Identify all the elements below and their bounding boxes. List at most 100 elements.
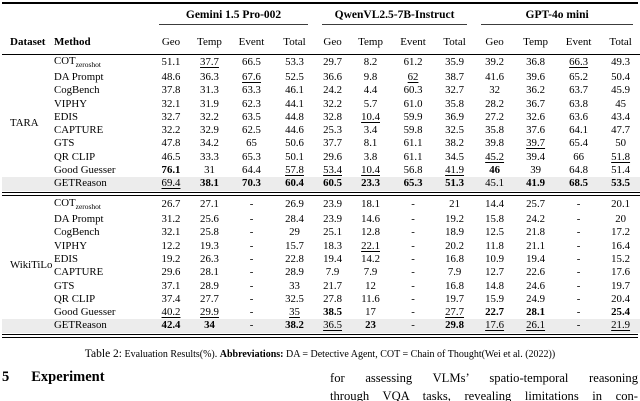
value-cell: 3.4 xyxy=(363,124,378,137)
value-cell: - xyxy=(249,292,254,305)
table-row: CAPTURE 29.6 28.1 - 28.9 7.9 7.9 - 7.9 12.7 22.6 - 1… xyxy=(2,266,640,279)
dataset-cell xyxy=(2,197,54,213)
method-subscript: zeroshot xyxy=(75,201,102,211)
value-cell: 63.5 xyxy=(242,110,261,123)
value-cell: 38.1 xyxy=(190,177,229,191)
value-cell: 49.3 xyxy=(611,56,631,69)
value-cell: 19.2 xyxy=(161,252,181,265)
dataset-cell xyxy=(2,226,54,239)
value-cell: 11.6 xyxy=(361,292,380,305)
value-cell: - xyxy=(249,252,254,265)
value-cell: 44.8 xyxy=(285,110,304,123)
table-row: Good Guesser 40.2 29.9 - 35 38.5 17 - 27.7 22.7 28… xyxy=(2,306,640,319)
metric-column-header: Geo xyxy=(474,30,516,55)
value-cell: 22.7 xyxy=(485,306,505,319)
value-cell: - xyxy=(411,252,415,265)
dataset-column-header: Dataset xyxy=(2,30,54,55)
value-cell: 33.3 xyxy=(200,150,219,163)
value-cell: 24.9 xyxy=(526,292,546,305)
value-cell: - xyxy=(576,266,581,279)
value-cell: 44.1 xyxy=(285,97,304,110)
value-cell: 22.8 xyxy=(285,252,304,265)
value-cell: 29.6 xyxy=(323,150,342,163)
table-row: QR CLIP 37.4 27.7 - 32.5 27.8 11.6 - 19.7 15.9 24.… xyxy=(2,293,640,306)
value-cell: 51.3 xyxy=(435,177,475,191)
value-cell: 32.9 xyxy=(200,124,219,137)
method-cell: COTzeroshot xyxy=(54,54,102,69)
value-cell: 29.9 xyxy=(200,306,219,319)
table-row: GETReason 69.4 38.1 70.3 60.4 60.5 23.3 65.3 51.… xyxy=(2,177,640,191)
value-cell: 48.6 xyxy=(161,70,181,83)
value-cell: 47.7 xyxy=(611,124,631,137)
value-cell: 20.2 xyxy=(445,239,465,252)
value-cell: - xyxy=(249,279,254,292)
value-cell: - xyxy=(249,239,254,252)
method-cell: DA Prompt xyxy=(54,213,104,226)
dataset-cell xyxy=(2,137,54,150)
metric-column-header: Event xyxy=(391,30,436,55)
method-cell: QR CLIP xyxy=(54,292,96,305)
table-row: GTS 47.8 34.2 65 50.6 37.7 8.1 61.1 38.2 39.8 39.7… xyxy=(2,137,640,150)
value-cell: 50.1 xyxy=(285,150,304,163)
value-cell: 53.5 xyxy=(601,177,640,191)
value-cell: - xyxy=(411,306,415,319)
value-cell: 50 xyxy=(615,137,626,150)
value-cell: 45.9 xyxy=(611,84,631,97)
value-cell: 61.1 xyxy=(403,150,423,163)
value-cell: - xyxy=(411,213,415,226)
value-cell: 21.7 xyxy=(323,279,342,292)
value-cell: 21.9 xyxy=(601,319,640,333)
value-cell: - xyxy=(411,266,415,279)
value-cell: 25.3 xyxy=(323,124,342,137)
dataset-cell xyxy=(2,54,54,71)
dataset-label: WikiTiLo xyxy=(10,258,53,271)
value-cell: 38.2 xyxy=(274,319,316,333)
metric-column-header: Event xyxy=(556,30,602,55)
value-cell: 7.9 xyxy=(447,266,462,279)
value-cell: - xyxy=(411,279,415,292)
right-column-line-2: through VQA tasks, revealing limitations… xyxy=(330,388,638,401)
value-cell: - xyxy=(411,226,415,239)
value-cell: - xyxy=(576,198,581,211)
value-cell: 36.5 xyxy=(315,319,351,333)
dataset-cell xyxy=(2,293,54,306)
value-cell: 14.4 xyxy=(485,198,505,211)
value-cell: 28.2 xyxy=(485,97,505,110)
value-cell: 32.5 xyxy=(445,124,465,137)
method-cell: DA Prompt xyxy=(54,70,104,83)
evaluation-results-table: Gemini 1.5 Pro-002 QwenVL2.5-7B-Instruct… xyxy=(2,4,640,333)
value-cell: 61.2 xyxy=(403,56,423,69)
value-cell: 46.1 xyxy=(285,84,304,97)
dataset-cell xyxy=(2,213,54,226)
value-cell: 66.5 xyxy=(242,56,261,69)
value-cell: 34 xyxy=(190,319,229,333)
dataset-cell xyxy=(2,240,54,253)
value-cell: - xyxy=(249,198,254,211)
value-cell: 16.8 xyxy=(445,252,465,265)
metric-column-header: Geo xyxy=(315,30,351,55)
table-row: GETReason 42.4 34-38.2 36.5 23-29.8 17.6 26.1-… xyxy=(2,319,640,333)
value-cell: 32 xyxy=(489,84,500,97)
value-cell: 17.6 xyxy=(474,319,516,333)
metric-column-header: Geo xyxy=(152,30,190,55)
value-cell: 65.2 xyxy=(569,70,589,83)
value-cell: 37.8 xyxy=(161,84,181,97)
method-cell: CogBench xyxy=(54,84,100,97)
value-cell: 18.1 xyxy=(361,198,380,211)
value-cell: 7.9 xyxy=(325,266,340,279)
value-cell: 47.8 xyxy=(161,137,181,150)
value-cell: 26.3 xyxy=(200,252,219,265)
value-cell: 65 xyxy=(246,137,257,150)
metric-column-header: Temp xyxy=(190,30,229,55)
value-cell: 24.2 xyxy=(323,84,342,97)
value-cell: 32.8 xyxy=(323,110,342,123)
value-cell: 32.5 xyxy=(285,292,304,305)
value-cell: 38.2 xyxy=(445,137,465,150)
value-cell: 16.4 xyxy=(611,239,631,252)
method-cell: Good Guesser xyxy=(54,306,116,319)
table-row: COTzeroshot 26.7 27.1 - 26.9 23.9 18.1 - 21 14.4 2… xyxy=(2,197,640,213)
value-cell: 19.7 xyxy=(611,279,631,292)
value-cell: 59.8 xyxy=(403,124,423,137)
value-cell: 64.4 xyxy=(242,164,261,177)
